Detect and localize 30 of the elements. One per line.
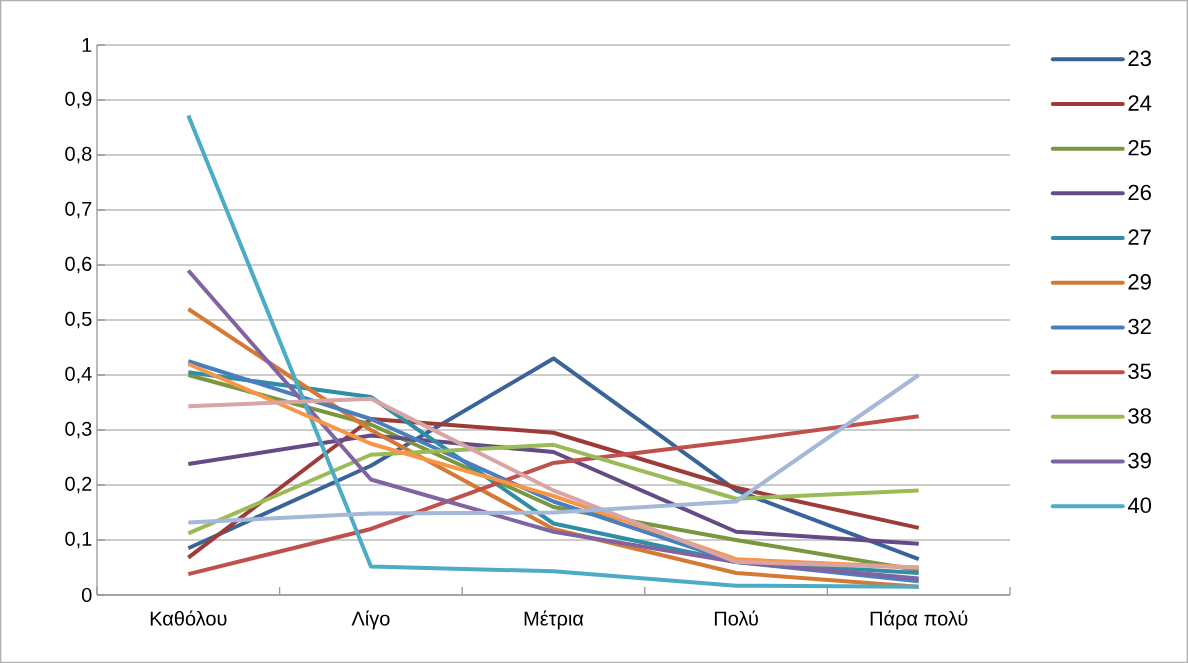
legend-label: 24: [1128, 95, 1152, 111]
x-tick-label: Πάρα πολύ: [870, 610, 968, 630]
y-tick-label: 0,5: [65, 311, 92, 329]
y-tick-label: 0,7: [65, 201, 92, 219]
legend-label: 23: [1128, 50, 1151, 67]
y-tick-label: 0,1: [65, 531, 92, 549]
legend-label: 35: [1128, 363, 1151, 380]
legend-label: 25: [1128, 139, 1151, 156]
legend-label: 26: [1128, 184, 1151, 201]
legend-label: 27: [1128, 229, 1151, 245]
line-series: [186, 442, 921, 536]
y-tick-label: 0,4: [65, 366, 92, 384]
y-tick-label: 1: [82, 38, 92, 52]
legend-label: 40: [1127, 497, 1152, 514]
x-tick-label: Καθόλου: [150, 610, 227, 626]
x-tick-label: Πολύ: [714, 610, 758, 626]
line-series: [186, 372, 921, 525]
y-tick-label: 0,9: [65, 91, 92, 109]
x-tick-label: Λίγο: [351, 610, 390, 630]
legend-label: 38: [1128, 408, 1151, 424]
y-tick-label: 0,6: [65, 256, 92, 274]
y-tick-label: 0,2: [65, 476, 92, 494]
legend-label: 29: [1128, 274, 1151, 290]
y-tick-label: 0: [81, 587, 92, 603]
y-tick-label: 0,8: [65, 146, 92, 164]
line-series: [186, 113, 921, 589]
x-tick-label: Μέτρια: [524, 610, 584, 630]
legend-label: 39: [1128, 452, 1151, 469]
legend-label: 32: [1128, 318, 1151, 335]
y-tick-label: 0,3: [65, 421, 92, 439]
